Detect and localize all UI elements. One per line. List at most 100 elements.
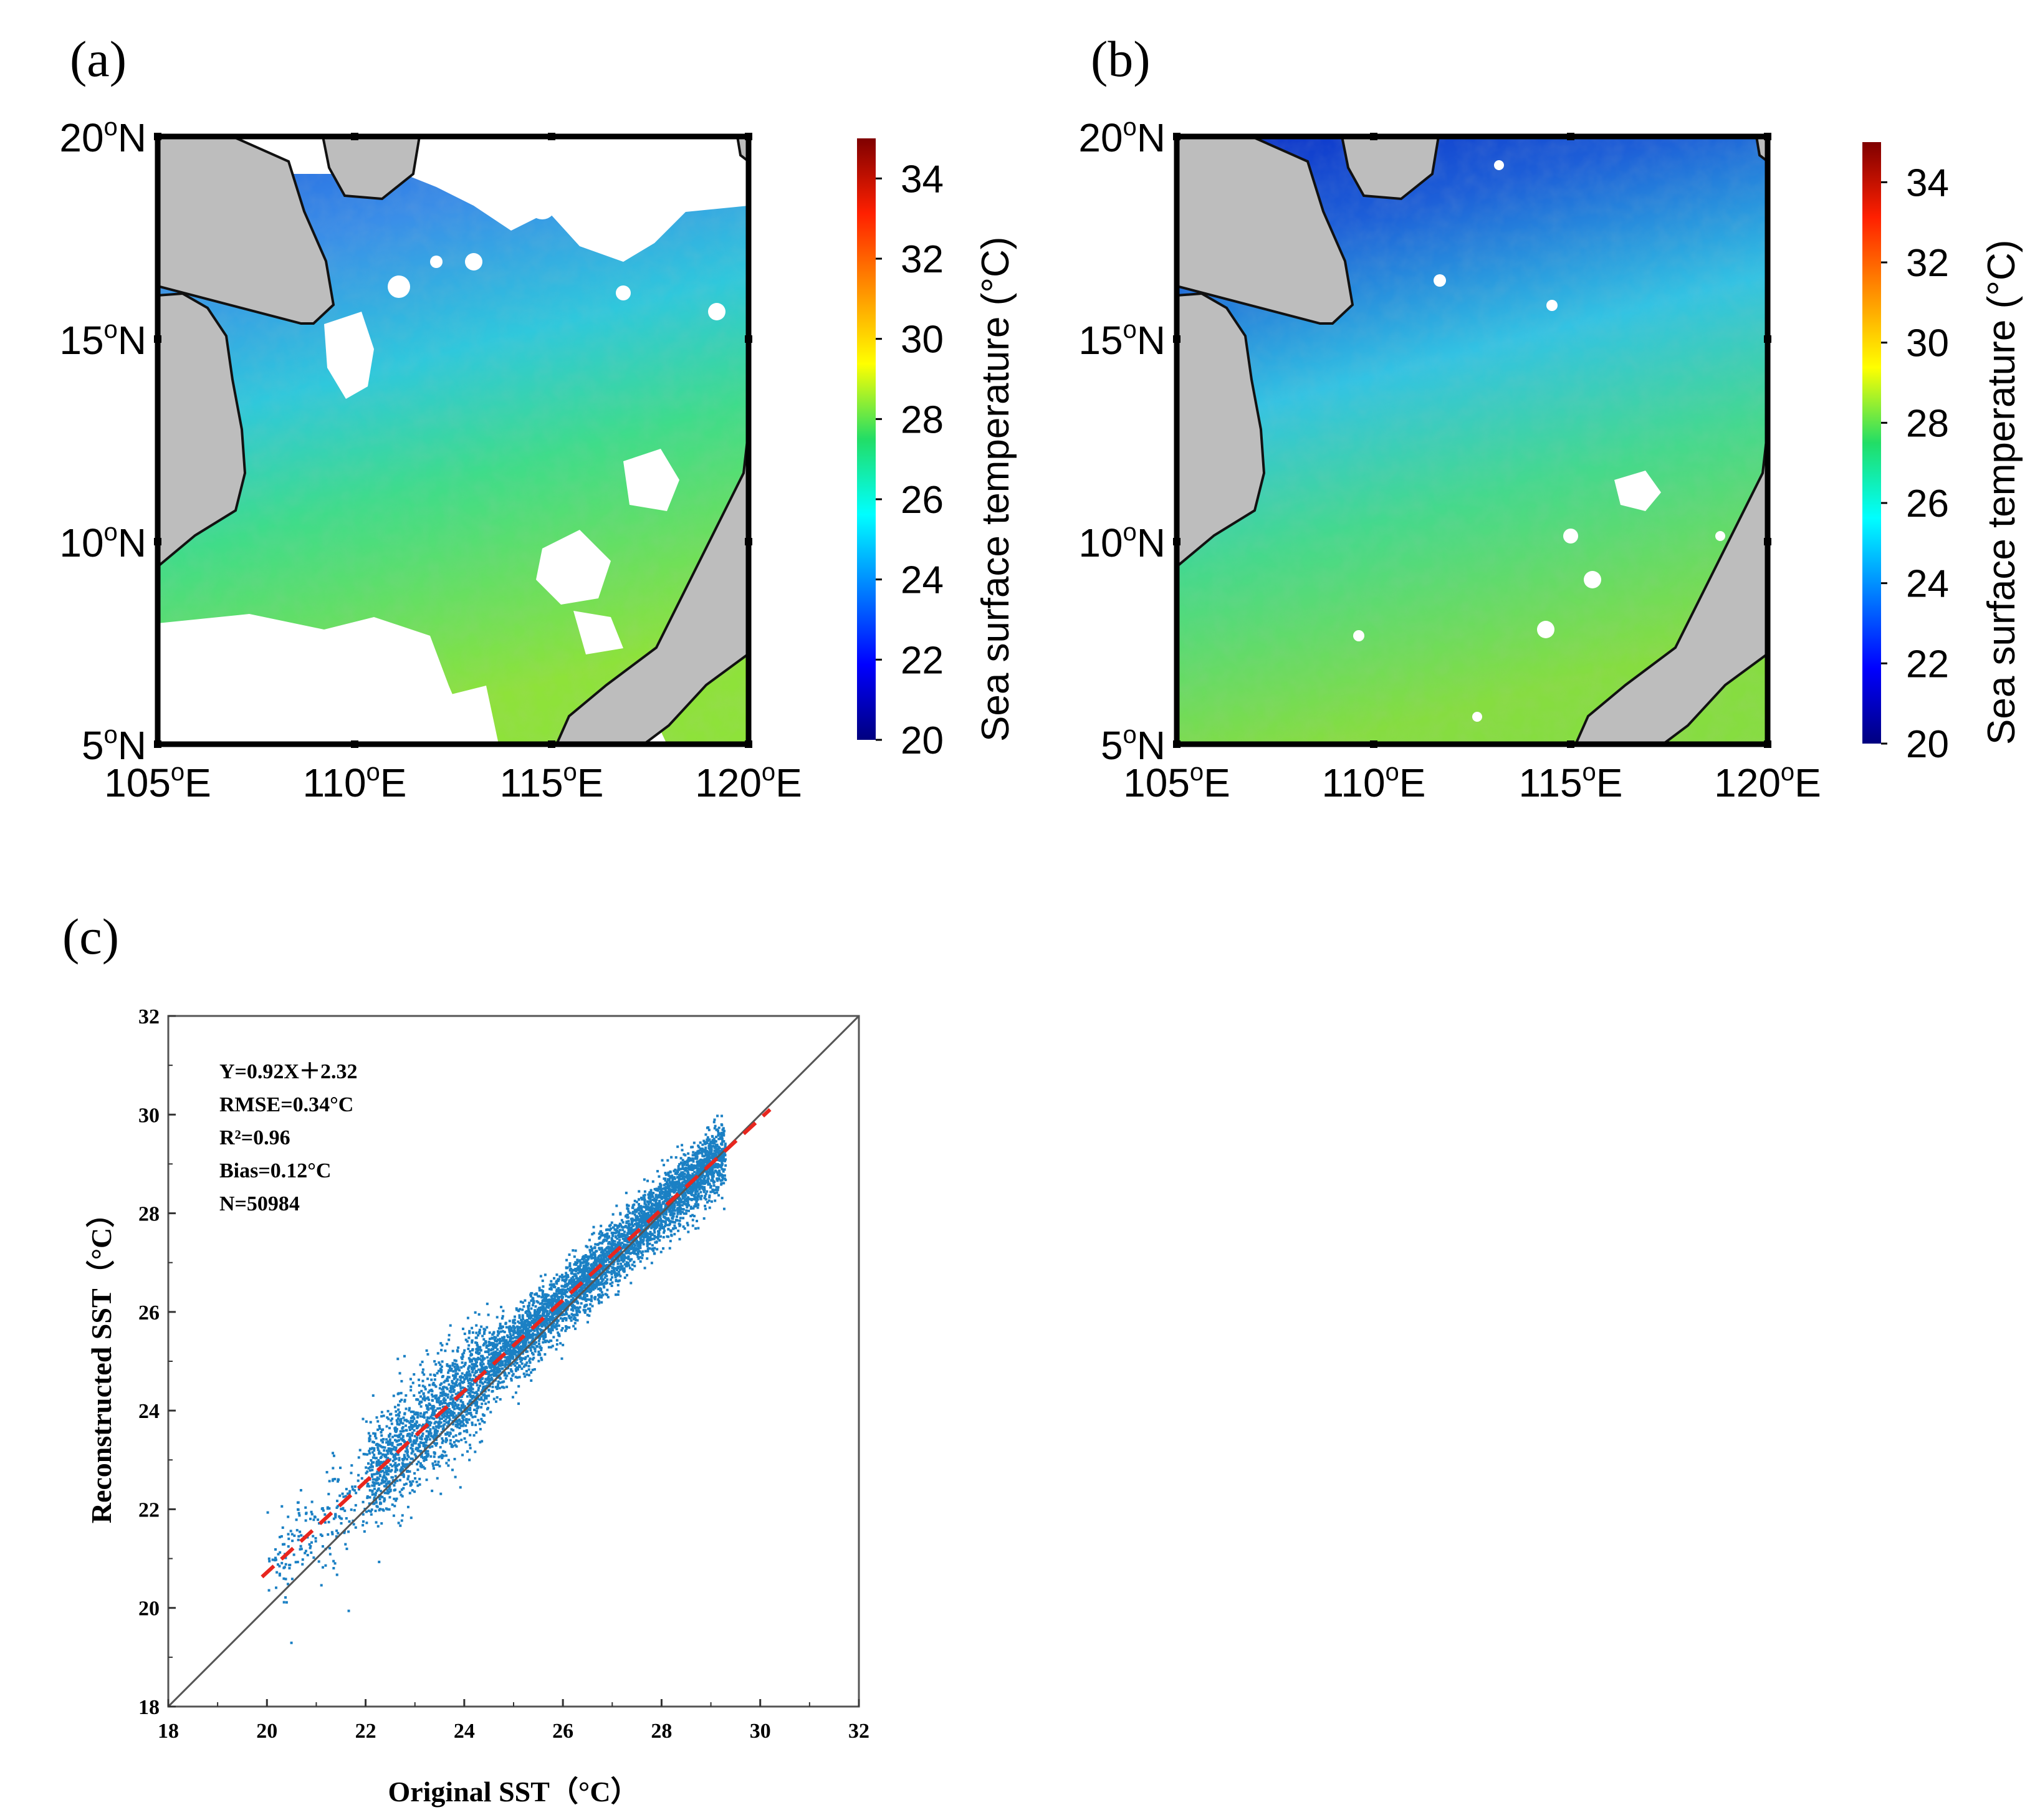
lon-tick-mark-a <box>745 740 752 748</box>
scatter-point <box>491 1358 494 1361</box>
scatter-point <box>639 1224 642 1227</box>
scatter-point <box>712 1189 716 1192</box>
scatter-point <box>624 1225 627 1228</box>
scatter-point <box>553 1276 556 1280</box>
scatter-point <box>387 1442 390 1445</box>
scatter-point <box>469 1434 472 1437</box>
scatter-point <box>696 1164 699 1167</box>
scatter-point <box>400 1380 403 1383</box>
scatter-point <box>537 1353 540 1356</box>
scatter-point <box>646 1218 649 1221</box>
scatter-point <box>639 1196 643 1199</box>
scatter-point <box>453 1440 456 1444</box>
scatter-point <box>692 1160 695 1163</box>
scatter-point <box>671 1212 674 1215</box>
scatter-point <box>713 1192 716 1195</box>
scatter-point <box>405 1424 408 1427</box>
scatter-point <box>391 1478 395 1482</box>
scatter-point <box>540 1289 543 1292</box>
scatter-point <box>391 1448 395 1451</box>
scatter-point <box>491 1378 494 1381</box>
scatter-point <box>517 1343 520 1346</box>
scatter-point <box>395 1430 398 1434</box>
scatter-point <box>278 1536 281 1539</box>
scatter-point <box>723 1168 726 1171</box>
scatter-point <box>701 1185 704 1189</box>
scatter-point <box>457 1419 461 1422</box>
scatter-point <box>426 1450 429 1453</box>
scatter-point <box>439 1492 443 1495</box>
scatter-point <box>525 1369 528 1372</box>
scatter-point <box>639 1220 642 1224</box>
scatter-point <box>373 1487 376 1490</box>
scatter-point <box>693 1171 696 1174</box>
scatter-point <box>678 1219 681 1222</box>
scatter-point <box>454 1373 457 1376</box>
scatter-point <box>468 1358 471 1361</box>
scatter-point <box>569 1286 572 1289</box>
scatter-point <box>528 1359 531 1363</box>
scatter-point <box>590 1296 593 1299</box>
scatter-point <box>400 1417 403 1420</box>
scatter-point <box>711 1188 714 1191</box>
scatter-point <box>532 1346 535 1349</box>
scatter-point <box>297 1501 300 1504</box>
scatter-point <box>701 1168 704 1171</box>
scatter-point <box>592 1225 595 1228</box>
scatter-point <box>457 1382 461 1386</box>
scatter-point <box>649 1193 653 1196</box>
scatter-point <box>592 1232 595 1235</box>
scatter-point <box>610 1244 613 1247</box>
scatter-point <box>374 1435 377 1438</box>
scatter-point <box>538 1286 541 1290</box>
scatter-point <box>306 1554 309 1557</box>
scatter-point <box>294 1561 297 1564</box>
scatter-point <box>637 1209 640 1212</box>
scatter-point <box>557 1286 560 1290</box>
scatter-point <box>540 1315 543 1318</box>
scatter-point <box>508 1340 511 1343</box>
scatter-point <box>401 1462 405 1465</box>
scatter-point <box>497 1380 500 1383</box>
scatter-point <box>357 1473 360 1477</box>
scatter-point <box>694 1157 697 1160</box>
scatter-point <box>689 1178 692 1181</box>
scatter-point <box>419 1465 422 1468</box>
scatter-point <box>660 1219 663 1222</box>
scatter-point <box>639 1246 642 1249</box>
scatter-point <box>376 1489 379 1492</box>
scatter-point <box>555 1339 558 1342</box>
scatter-point <box>527 1346 530 1349</box>
scatter-point <box>501 1360 504 1363</box>
lat-tick-mark-a <box>154 335 161 343</box>
scatter-point <box>456 1406 459 1409</box>
scatter-point <box>308 1543 311 1546</box>
scatter-point <box>448 1383 451 1386</box>
scatter-point <box>428 1398 431 1401</box>
scatter-point <box>677 1229 680 1232</box>
scatter-point <box>460 1439 463 1442</box>
scatter-point <box>606 1232 609 1235</box>
scatter-point <box>518 1314 521 1317</box>
scatter-point <box>673 1212 676 1215</box>
scatter-point <box>605 1228 608 1231</box>
scatter-point <box>414 1456 418 1459</box>
scatter-point <box>560 1297 563 1300</box>
scatter-point <box>681 1195 684 1198</box>
scatter-point <box>332 1467 335 1470</box>
scatter-point <box>547 1340 550 1343</box>
scatter-point <box>390 1449 393 1452</box>
scatter-point <box>662 1196 665 1199</box>
scatter-point <box>597 1281 600 1284</box>
scatter-point <box>605 1251 608 1254</box>
scatter-point <box>557 1319 560 1322</box>
scatter-point <box>425 1478 428 1482</box>
scatter-point <box>484 1377 487 1381</box>
scatter-point <box>562 1317 565 1320</box>
scatter-point <box>586 1273 589 1276</box>
scatter-point <box>450 1444 453 1447</box>
scatter-point <box>451 1381 454 1384</box>
scatter-point <box>617 1259 620 1262</box>
scatter-point <box>452 1435 455 1439</box>
scatter-point <box>572 1249 575 1252</box>
